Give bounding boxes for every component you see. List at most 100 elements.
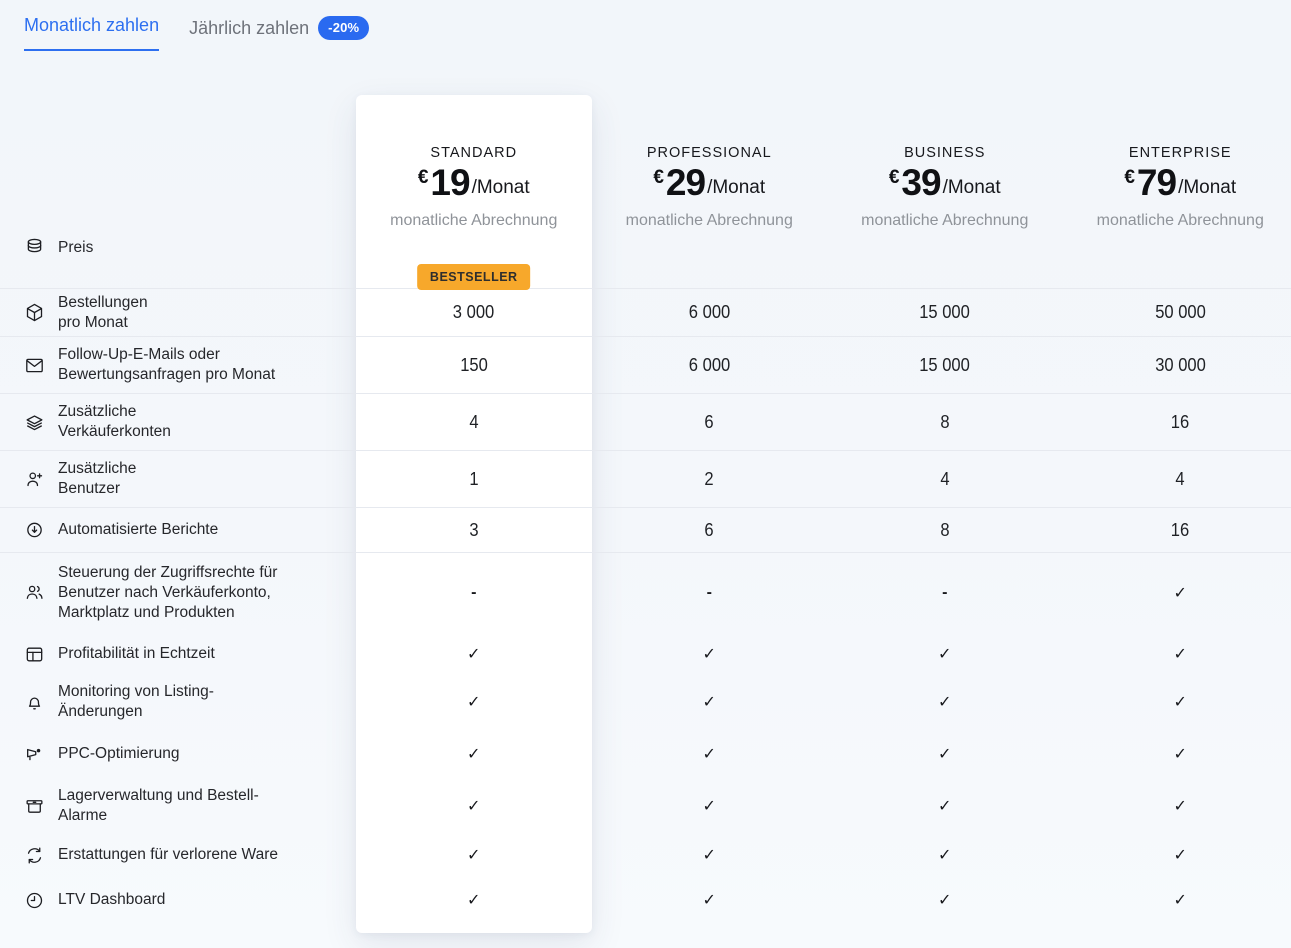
tab-monthly[interactable]: Monatlich zahlen — [24, 15, 160, 51]
tab-yearly[interactable]: Jährlich zahlen -20% — [189, 15, 370, 40]
plan-header-professional: PROFESSIONAL € 29 /Monat monatliche Abre… — [592, 95, 828, 288]
plan-value: ✓ — [938, 694, 952, 711]
table-row-ppc: PPC-Optimierung ✓ ✓ ✓ ✓ — [0, 728, 1291, 780]
plan-value: 4 — [1175, 468, 1185, 489]
table-row-users: Zusätzliche Benutzer 1 2 4 4 — [0, 451, 1291, 508]
plan-value: 15 000 — [919, 354, 971, 375]
plan-value: - — [471, 583, 477, 601]
plan-value: ✓ — [702, 646, 716, 663]
table-row-inventory: Lagerverwaltung und Bestell- Alarme ✓ ✓ … — [0, 780, 1291, 832]
plan-name: STANDARD — [430, 145, 518, 161]
feature-line: Profitabilität in Echtzeit — [58, 645, 215, 662]
plan-value: ✓ — [1173, 892, 1187, 909]
feature-line: pro Monat — [58, 313, 128, 331]
feature-label-inventory: Lagerverwaltung und Bestell- Alarme — [0, 780, 356, 832]
price-period: /Monat — [707, 177, 766, 198]
billing-note: monatliche Abrechnung — [625, 212, 793, 229]
plan-price: € 79 /Monat — [1124, 164, 1236, 201]
plan-value: ✓ — [1173, 694, 1187, 711]
plan-value: ✓ — [938, 892, 952, 909]
table-row-access-control: Steuerung der Zugriffsrechte für Benutze… — [0, 553, 1291, 632]
plan-value: 6 — [704, 411, 714, 432]
plan-value: 16 — [1171, 519, 1190, 540]
feature-line: Erstattungen für verlorene Ware — [58, 846, 278, 863]
table-row-monitoring: Monitoring von Listing- Änderungen ✓ ✓ ✓… — [0, 676, 1291, 728]
currency-symbol: € — [417, 167, 429, 188]
price-period: /Monat — [1178, 177, 1237, 198]
plan-value: 15 000 — [919, 302, 971, 322]
plan-value: ✓ — [467, 646, 481, 663]
feature-line: Bewertungsanfragen pro Monat — [58, 366, 276, 383]
price-amount: 39 — [901, 162, 941, 203]
feature-line: Preis — [58, 239, 94, 256]
plan-price: € 39 /Monat — [889, 164, 1001, 201]
feature-label-users: Zusätzliche Benutzer — [0, 451, 356, 507]
plan-value: 50 000 — [1154, 302, 1206, 322]
table-row-followup: Follow-Up-E-Mails oder Bewertungsanfrage… — [0, 337, 1291, 394]
plan-value: ✓ — [1173, 746, 1187, 763]
plan-value: ✓ — [702, 847, 716, 864]
feature-line: Marktplatz und Produkten — [58, 603, 235, 621]
table-row-orders: Bestellungen pro Monat 3 000 6 000 15 00… — [0, 289, 1291, 337]
plan-value: ✓ — [702, 746, 716, 763]
plan-value: 6 — [704, 519, 714, 540]
table-row-ltv: LTV Dashboard ✓ ✓ ✓ ✓ — [0, 878, 1291, 922]
layers-icon — [24, 412, 45, 433]
table-row-header: Preis STANDARD € 19 /Monat monatliche Ab… — [0, 95, 1291, 290]
bestseller-badge: BESTSELLER — [416, 264, 531, 290]
sync-icon — [24, 845, 45, 866]
plan-value: ✓ — [467, 892, 481, 909]
table-layout-icon — [24, 644, 45, 665]
plan-name: ENTERPRISE — [1128, 145, 1232, 161]
plan-price: € 29 /Monat — [653, 164, 765, 201]
plan-value: ✓ — [1173, 646, 1187, 663]
tab-yearly-label: Jährlich zahlen — [189, 17, 310, 38]
billing-note: monatliche Abrechnung — [861, 212, 1029, 229]
plan-value: ✓ — [467, 847, 481, 864]
plan-value: 1 — [469, 468, 479, 489]
feature-line: Steuerung der Zugriffsrechte für — [58, 563, 278, 581]
plan-value: ✓ — [1173, 847, 1187, 864]
bell-icon — [24, 692, 45, 713]
plan-name: PROFESSIONAL — [646, 145, 772, 161]
feature-line: Bestellungen — [58, 293, 148, 311]
plan-value: 3 — [469, 519, 479, 540]
feature-label-monitoring: Monitoring von Listing- Änderungen — [0, 676, 356, 728]
envelope-icon — [24, 355, 45, 376]
feature-line: LTV Dashboard — [58, 891, 166, 908]
price-amount: 79 — [1136, 162, 1177, 203]
plan-value: ✓ — [702, 694, 716, 711]
feature-line: Follow-Up-E-Mails oder — [58, 346, 220, 363]
plan-value: ✓ — [938, 847, 952, 864]
download-circle-icon — [24, 520, 45, 541]
plan-value: 2 — [704, 468, 714, 489]
megaphone-icon — [24, 744, 45, 765]
archive-box-icon — [24, 796, 45, 817]
plan-value: ✓ — [1173, 584, 1187, 602]
feature-line: Benutzer nach Verkäuferkonto, — [58, 583, 271, 601]
table-row-refunds: Erstattungen für verlorene Ware ✓ ✓ ✓ ✓ — [0, 832, 1291, 878]
plan-value: ✓ — [702, 798, 716, 815]
price-period: /Monat — [471, 177, 530, 198]
feature-line: Zusätzliche — [58, 403, 137, 420]
plan-value: ✓ — [467, 798, 481, 815]
users-icon — [24, 582, 45, 603]
plan-value: - — [942, 583, 948, 601]
currency-symbol: € — [1124, 167, 1135, 188]
feature-label-refunds: Erstattungen für verlorene Ware — [0, 832, 356, 878]
plan-price: € 19 /Monat — [418, 164, 530, 201]
database-icon — [24, 237, 45, 258]
clock-icon — [24, 890, 45, 911]
pricing-table: Preis STANDARD € 19 /Monat monatliche Ab… — [0, 95, 1291, 922]
plan-header-enterprise: ENTERPRISE € 79 /Monat monatliche Abrech… — [1063, 95, 1291, 288]
plan-value: 3 000 — [453, 302, 495, 322]
plan-value: ✓ — [938, 746, 952, 763]
plan-value: ✓ — [938, 646, 952, 663]
billing-note: monatliche Abrechnung — [1096, 212, 1264, 229]
plan-value: ✓ — [467, 746, 481, 763]
feature-line: Automatisierte Berichte — [58, 521, 219, 538]
billing-note: monatliche Abrechnung — [390, 212, 558, 229]
billing-period-tabs: Monatlich zahlen Jährlich zahlen -20% — [24, 15, 370, 51]
feature-label-orders: Bestellungen pro Monat — [0, 289, 356, 336]
